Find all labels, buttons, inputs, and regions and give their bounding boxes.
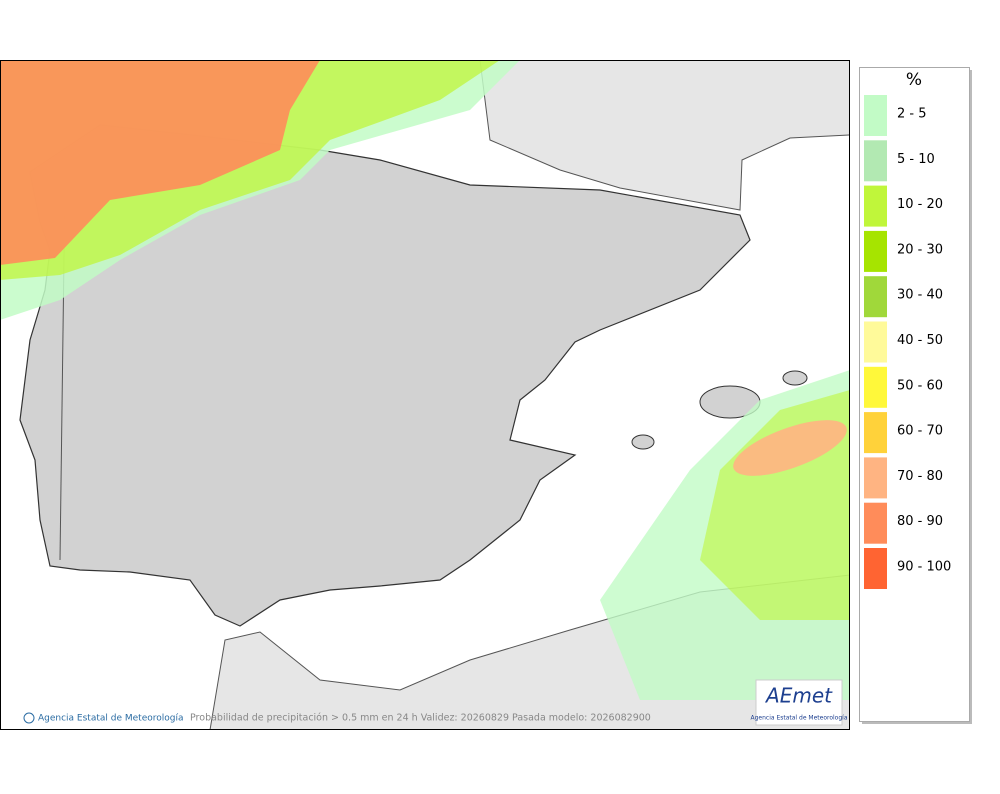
legend-label: 90 - 100	[897, 560, 951, 575]
iberia	[19, 124, 751, 627]
menorca	[782, 370, 808, 386]
legend-label: 2 - 5	[897, 107, 927, 122]
legend-swatch	[864, 140, 887, 182]
legend-label: 10 - 20	[897, 197, 943, 212]
legend-label: 40 - 50	[897, 333, 943, 348]
legend-swatch	[864, 321, 887, 363]
legend-swatch	[864, 412, 887, 454]
map-frame	[0, 60, 850, 730]
legend-label: 80 - 90	[897, 514, 943, 529]
france	[479, 61, 849, 211]
caption: Probabilidad de precipitación > 0.5 mm e…	[190, 713, 651, 724]
ibiza	[631, 434, 655, 450]
precip-east-high	[733, 420, 847, 476]
legend-label: 5 - 10	[897, 152, 935, 167]
legend: 2 - 5 5 - 10 10 - 20 20 - 30 30 - 40 40 - 50 5…	[864, 95, 951, 589]
legend-label: 30 - 40	[897, 288, 943, 303]
logo-box	[755, 679, 843, 726]
legend-swatch	[864, 548, 887, 589]
legend-swatch	[864, 230, 887, 272]
logo: AEmet	[764, 684, 833, 708]
legend-label: 70 - 80	[897, 469, 943, 484]
legend-label: 20 - 30	[897, 242, 943, 257]
credit: Agencia Estatal de Meteorología	[38, 714, 184, 724]
legend-swatch	[864, 457, 887, 499]
legend-title: %	[906, 70, 922, 90]
legend-label: 50 - 60	[897, 378, 943, 393]
legend-swatch	[864, 366, 887, 408]
logo-subtitle: Agencia Estatal de Meteorología	[751, 715, 848, 722]
legend-swatch	[864, 502, 887, 544]
precip-high	[1, 61, 320, 265]
legend-label: 60 - 70	[897, 424, 943, 439]
legend-swatch	[864, 276, 887, 318]
legend-swatch	[864, 95, 887, 136]
map	[1, 61, 849, 729]
copyright-icon	[23, 712, 35, 724]
legend-swatch	[864, 185, 887, 227]
